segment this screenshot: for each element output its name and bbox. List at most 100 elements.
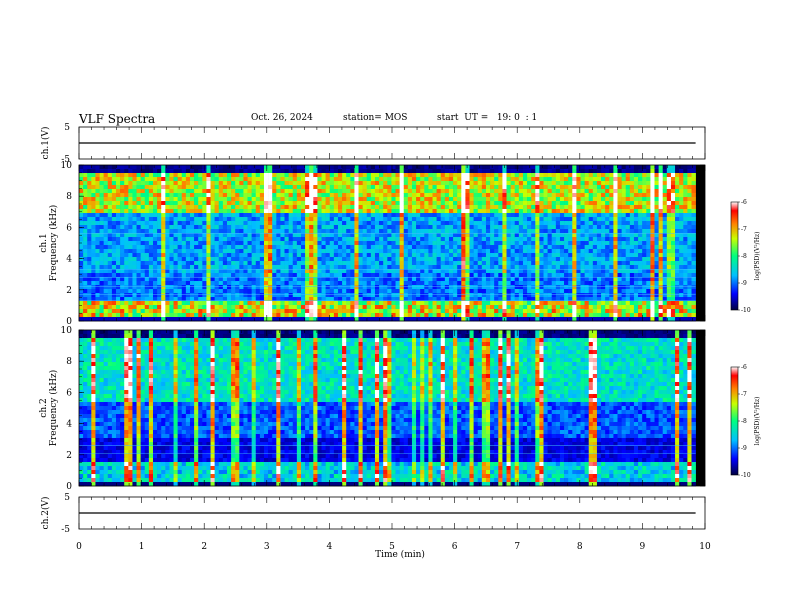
spectrogram-cell [128,233,133,238]
spectrogram-cell [403,305,409,310]
spectrogram-cell [555,181,561,186]
spectrogram-cell [276,185,281,190]
spectrogram-cell [173,185,178,190]
spectrogram-cell [263,241,269,246]
spectrogram-cell [568,293,573,298]
spectrogram-cell [387,233,392,238]
spectrogram-cell [206,185,211,190]
spectrogram-cell [99,313,104,318]
spectrogram-cell [383,301,388,306]
spectrogram-cell [276,269,281,274]
spectrogram-cell [391,221,396,226]
spectrogram-cell [383,185,388,190]
spectrogram-cell [103,217,109,222]
spectrogram-cell [161,217,166,222]
spectrogram-cell [235,261,240,266]
spectrogram-cell [588,293,594,298]
spectrogram-cell [531,217,536,222]
spectrogram-cell [292,265,298,270]
spectrogram-cell [436,169,442,174]
spectrogram-cell [276,317,281,322]
spectrogram-cell [584,249,590,254]
spectrogram-cell [309,281,314,286]
spectrogram-cell [477,261,483,266]
spectrogram-cell [436,249,442,254]
spectrogram-cell [358,221,363,226]
spectrogram-cell [83,261,88,266]
spectrogram-cell [247,201,252,206]
spectrogram-cell [148,285,154,290]
spectrogram-cell [120,309,125,314]
spectrogram-cell [83,181,88,186]
spectrogram-cell [243,265,248,270]
spectrogram-cell [481,177,487,182]
spectrogram-cell [181,173,187,178]
spectrogram-cell [362,221,368,226]
spectrogram-cell [255,309,261,314]
spectrogram-cell [432,245,437,250]
spectrogram-cell [255,245,261,250]
spectrogram-cell [473,201,479,206]
spectrogram-cell [510,309,516,314]
spectrogram-cell [568,181,573,186]
spectrogram-cell [202,201,207,206]
spectrogram-cell [465,301,470,306]
spectrogram-cell [527,253,532,258]
spectrogram-cell [358,245,363,250]
spectrogram-cell [547,261,553,266]
spectrogram-cell [387,185,392,190]
spectrogram-cell [173,305,178,310]
spectrogram-cell [420,225,425,230]
spectrogram-cell [181,285,187,290]
spectrogram-cell [601,293,606,298]
spectrogram-cell [107,185,113,190]
spectrogram-cell [136,201,141,206]
spectrogram-cell [416,169,421,174]
spectrogram-cell [354,189,359,194]
spectrogram-cell [313,269,318,274]
spectrogram-cell [194,253,199,258]
spectrogram-cell [506,173,511,178]
spectrogram-cell [161,197,166,202]
spectrogram-cell [292,313,298,318]
spectrogram-cell [428,301,433,306]
spectrogram-cell [152,201,158,206]
spectrogram-cell [366,289,372,294]
spectrogram-cell [592,225,598,230]
spectrogram-cell [173,265,178,270]
spectrogram-cell [539,165,544,170]
spectrogram-cell [222,225,228,230]
spectrogram-cell [395,261,400,266]
spectrogram-cell [551,317,557,322]
spectrogram-cell [510,169,516,174]
spectrogram-cell [342,293,347,298]
spectrogram-cell [247,181,252,186]
spectrogram-cell [399,297,405,302]
spectrogram-cell [259,301,265,306]
spectrogram-cell [107,165,113,170]
spectrogram-cell [374,245,380,250]
spectrogram-cell [243,301,248,306]
spectrogram-cell [358,249,363,254]
spectrogram-cell [222,305,228,310]
spectrogram-cell [259,201,265,206]
spectrogram-cell [510,261,516,266]
spectrogram-cell [440,229,446,234]
spectrogram-cell [465,169,470,174]
spectrogram-cell [268,281,273,286]
spectrogram-cell [354,317,359,322]
spectrogram-cell [103,249,109,254]
spectrogram-cell [87,273,92,278]
spectrogram-cell [461,177,466,182]
spectrogram-cell [481,237,487,242]
spectrogram-cell [469,317,474,322]
spectrogram-cell [411,273,417,278]
spectrogram-cell [214,169,220,174]
spectrogram-cell [411,169,417,174]
spectrogram-cell [337,177,343,182]
spectrogram-cell [432,169,437,174]
spectrogram-cell [243,277,248,282]
spectrogram-cell [522,233,528,238]
spectrogram-cell [387,201,392,206]
spectrogram-cell [116,229,121,234]
